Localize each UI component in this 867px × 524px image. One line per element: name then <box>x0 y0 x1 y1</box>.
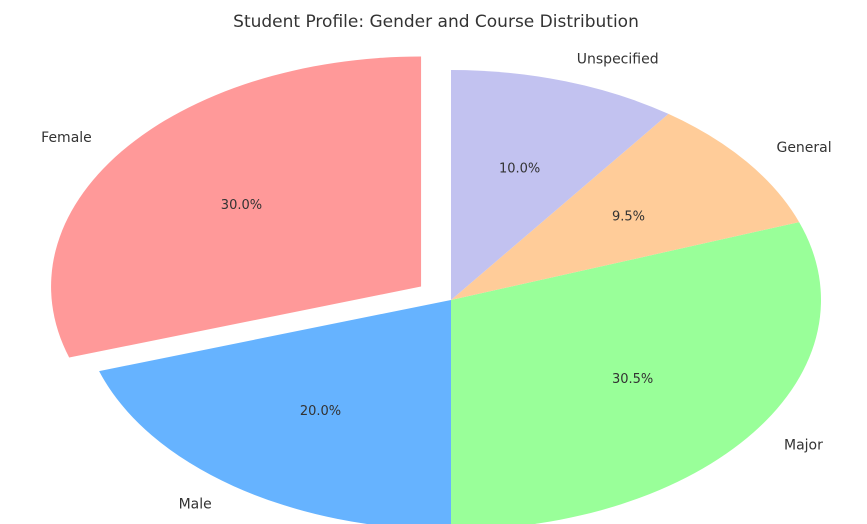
slice-percent: 10.0% <box>499 161 540 176</box>
chart-title: Student Profile: Gender and Course Distr… <box>233 12 639 32</box>
pie-slice <box>51 56 422 358</box>
pie-slice <box>99 300 451 524</box>
slice-label: Female <box>41 130 92 146</box>
pie-slice <box>451 113 800 301</box>
slice-percent: 9.5% <box>612 210 645 225</box>
slice-percent: 30.0% <box>221 198 262 213</box>
pie-slice <box>451 222 821 524</box>
slice-label: Unspecified <box>577 51 659 67</box>
slice-percent: 20.0% <box>300 404 341 419</box>
slice-percent: 30.5% <box>612 372 653 387</box>
slice-label: Major <box>784 437 823 453</box>
slice-label: Male <box>179 497 212 513</box>
slice-label: General <box>776 140 831 156</box>
pie-slice <box>451 70 669 300</box>
